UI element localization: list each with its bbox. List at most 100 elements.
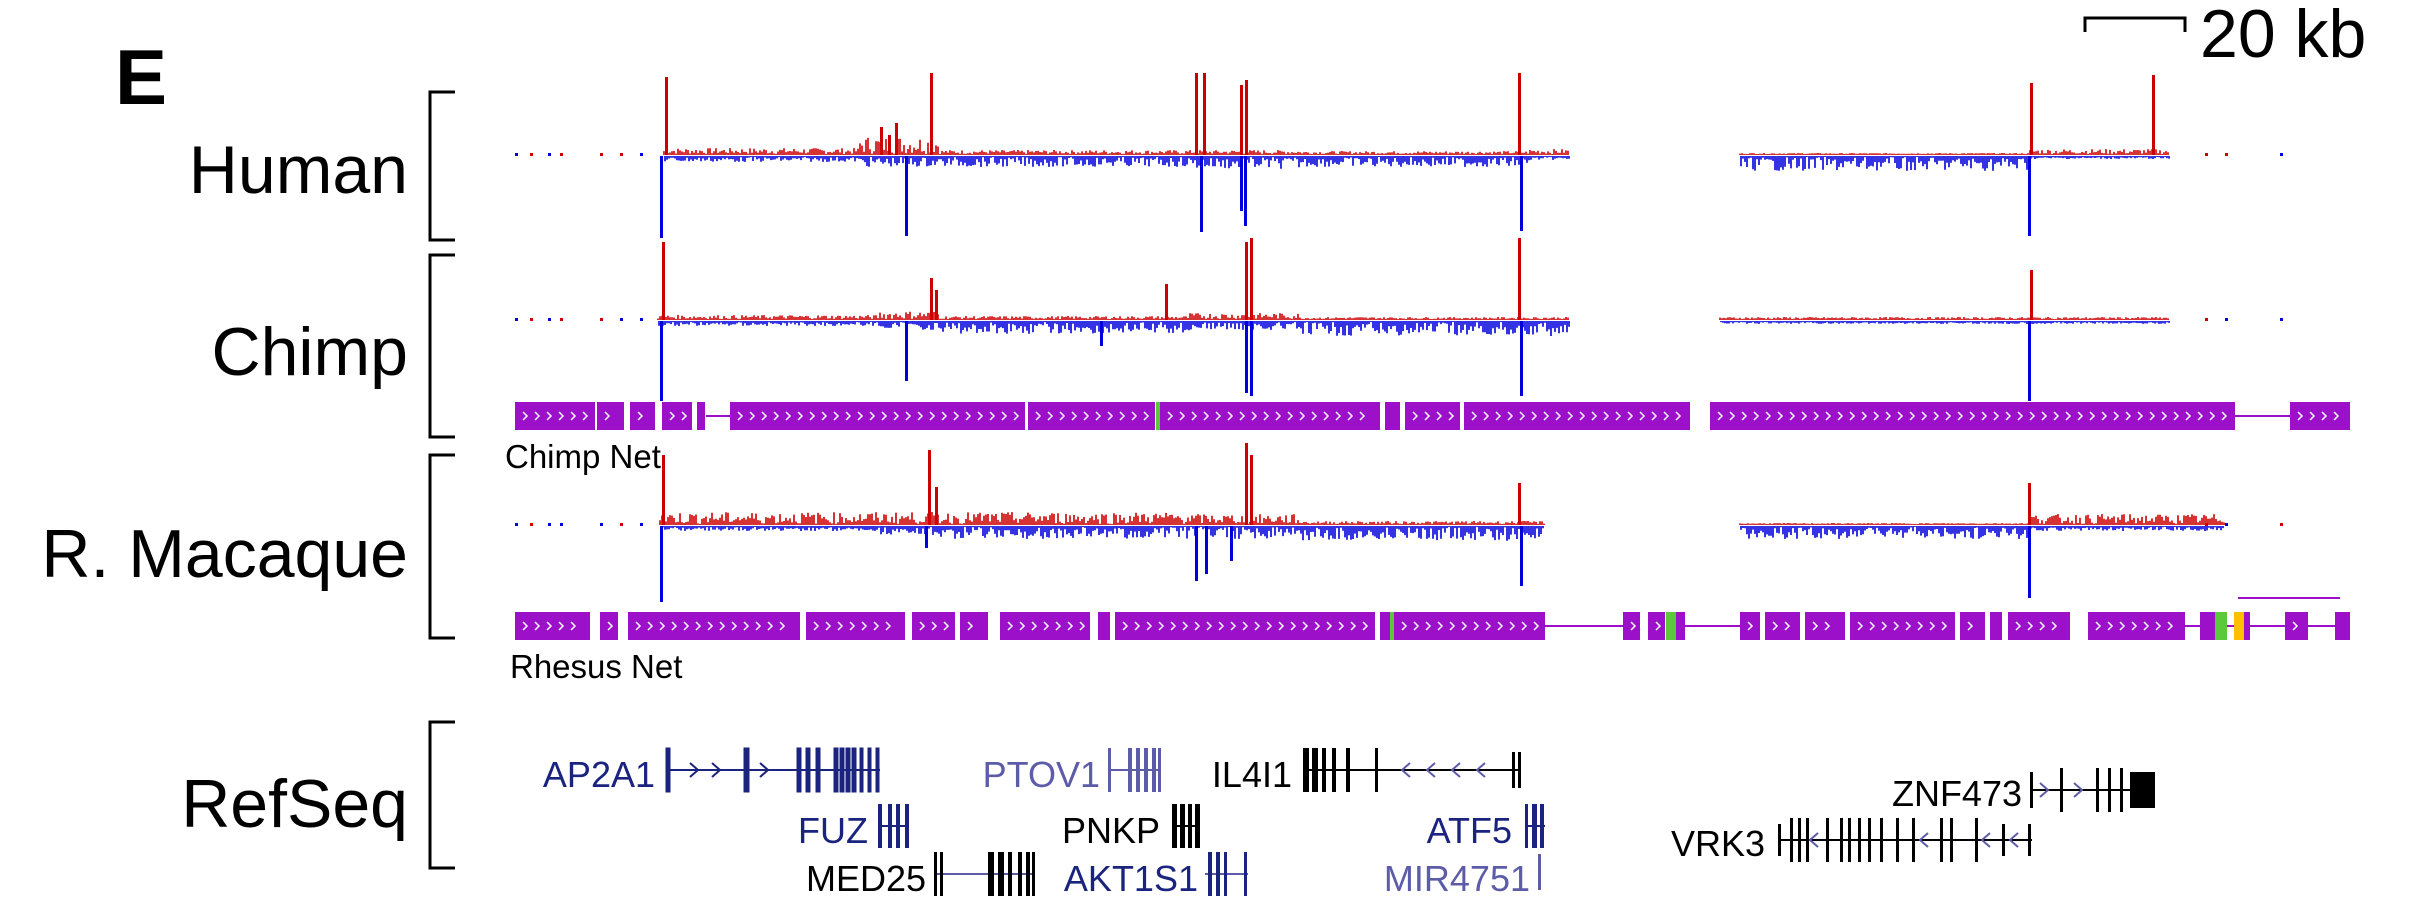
net-direction-marks (2292, 621, 2299, 631)
net-track-rhesus (515, 597, 2350, 640)
net-block (2008, 612, 2070, 640)
signal-peak (930, 278, 933, 320)
net-direction-marks (1747, 621, 1754, 631)
signal-track-macaque (515, 443, 2283, 602)
signal-trough (2028, 156, 2031, 236)
signal-dot (640, 523, 643, 526)
net-direction-marks (1717, 411, 2228, 421)
signal-trough (1200, 156, 1203, 232)
net-block (1028, 402, 1155, 430)
signal-peak (1518, 238, 1521, 320)
net-direction-marks (2095, 621, 2174, 631)
signal-peak (1203, 73, 1206, 155)
signal-dot (548, 153, 551, 156)
signal-track-chimp (515, 238, 2283, 401)
chimp-net-label: Chimp Net (505, 438, 661, 475)
net-block (1098, 612, 1110, 640)
gene-model-mir4751 (1538, 854, 1541, 890)
signal-dot (640, 318, 643, 321)
signal-peak (880, 127, 883, 155)
net-block (1380, 612, 1390, 640)
net-direction-marks (1812, 621, 1831, 631)
net-direction-marks (1122, 621, 1369, 631)
net-block (697, 402, 705, 430)
net-block (597, 402, 624, 430)
net-direction-marks (669, 411, 688, 421)
minus-strand-signal (660, 526, 2224, 541)
signal-trough (905, 321, 908, 381)
gene-model-akt1s1 (1205, 852, 1248, 896)
signal-dot (2205, 153, 2208, 156)
plus-strand-signal (663, 137, 2169, 155)
signal-peak (1518, 483, 1521, 525)
signal-trough (1520, 526, 1523, 586)
net-block (662, 402, 692, 430)
gene-model-pnkp (1172, 804, 1200, 848)
net-direction-marks (2297, 411, 2340, 421)
track-label-macaque: R. Macaque (41, 516, 408, 592)
signal-peak (928, 450, 931, 525)
net-direction-marks (637, 411, 644, 421)
net-block-alt (2234, 612, 2244, 640)
net-direction-marks (967, 621, 974, 631)
net-direction-marks (919, 621, 950, 631)
signal-trough (1240, 156, 1243, 211)
net-direction-marks (1857, 621, 1948, 631)
signal-peak (930, 73, 933, 155)
gene-label-med25: MED25 (806, 858, 926, 899)
signal-dot (515, 318, 518, 321)
gene-model-vrk3 (1778, 818, 2032, 862)
net-block (730, 402, 1025, 430)
signal-peak (2030, 270, 2033, 320)
net-block (1990, 612, 2002, 640)
signal-trough (660, 526, 663, 602)
signal-dot (2225, 153, 2228, 156)
net-block (1385, 402, 1400, 430)
gene-label-atf5: ATF5 (1427, 810, 1512, 851)
net-direction-marks (1967, 621, 1974, 631)
signal-peak (1250, 455, 1253, 525)
signal-trough (1100, 321, 1103, 346)
net-block (1710, 402, 2235, 430)
signal-peak (2152, 75, 2155, 155)
signal-peak (1245, 242, 1248, 320)
bracket-macaque (428, 453, 455, 640)
net-block (1394, 612, 1545, 640)
minus-strand-signal (658, 321, 2170, 336)
signal-dot (640, 153, 643, 156)
net-block-alt (1666, 612, 1676, 640)
net-block (600, 612, 618, 640)
signal-trough (1244, 156, 1247, 226)
signal-peak (662, 455, 665, 525)
signal-peak (1245, 443, 1248, 525)
signal-trough (2028, 321, 2031, 401)
net-block (2200, 612, 2215, 640)
signal-dot (530, 318, 533, 321)
plus-strand-signal (659, 512, 2225, 525)
signal-peak (2028, 483, 2031, 525)
gene-model-ptov1 (1108, 748, 1161, 792)
gene-label-pnkp: PNKP (1062, 810, 1160, 851)
net-direction-marks (1630, 621, 1637, 631)
gene-label-il4i1: IL4I1 (1212, 754, 1292, 795)
gene-model-il4i1 (1303, 748, 1521, 792)
bracket-chimp (428, 253, 455, 439)
signal-trough (925, 526, 928, 548)
signal-peak (1245, 80, 1248, 155)
net-direction-marks (1412, 411, 1455, 421)
net-block (1000, 612, 1090, 640)
bracket-human (428, 90, 455, 242)
net-direction-marks (522, 411, 589, 421)
gene-label-akt1s1: AKT1S1 (1064, 858, 1198, 899)
net-block (628, 612, 800, 640)
signal-peak (1240, 85, 1243, 155)
signal-peak (935, 487, 938, 525)
net-block (960, 612, 988, 640)
net-block (2290, 402, 2350, 430)
net-block (1740, 612, 1760, 640)
signal-dot (620, 153, 623, 156)
gene-model-fuz (878, 804, 909, 848)
gene-label-mir4751: MIR4751 (1384, 858, 1530, 899)
signal-dot (2205, 523, 2208, 526)
